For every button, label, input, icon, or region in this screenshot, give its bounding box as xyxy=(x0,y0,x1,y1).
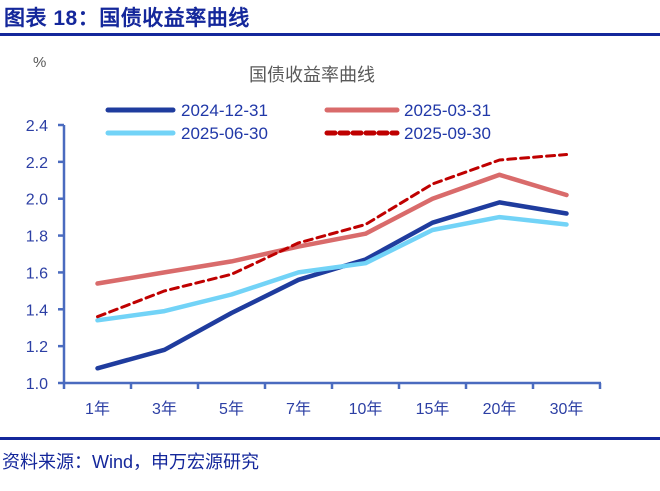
source-text: 资料来源：Wind，申万宏源研究 xyxy=(2,452,260,472)
y-axis-unit-label: % xyxy=(33,54,46,71)
x-tick-label: 20年 xyxy=(483,400,517,418)
y-tick-label: 2.0 xyxy=(26,192,48,209)
series-line-2025-09-30 xyxy=(96,153,568,319)
y-tick-label: 1.4 xyxy=(26,302,48,319)
series-line-2025-06-30 xyxy=(95,214,569,323)
x-tick-label: 5年 xyxy=(219,400,244,418)
y-tick-label: 2.4 xyxy=(26,118,48,135)
legend-label: 2025-09-30 xyxy=(404,124,491,143)
x-tick-label: 15年 xyxy=(416,400,450,418)
chart-title: 国债收益率曲线 xyxy=(249,65,375,85)
series-line-2025-03-31 xyxy=(95,172,569,286)
legend-label: 2024-12-31 xyxy=(181,101,268,120)
yield-curve-chart: % 国债收益率曲线 2024-12-31 2025-03-31 2025-06-30 20… xyxy=(26,54,602,418)
title-underline xyxy=(0,33,660,36)
x-tick-label: 10年 xyxy=(349,400,383,418)
series-line-2024-12-31 xyxy=(95,200,569,371)
legend-label: 2025-03-31 xyxy=(404,101,491,120)
y-tick-label: 1.8 xyxy=(26,229,48,246)
figure-title: 图表 18：国债收益率曲线 xyxy=(4,7,250,30)
y-tick-label: 1.2 xyxy=(26,339,48,356)
y-tick-label: 1.6 xyxy=(26,265,48,282)
legend-label: 2025-06-30 xyxy=(181,124,268,143)
x-tick-label: 7年 xyxy=(286,400,311,418)
axes xyxy=(62,125,601,385)
x-tick-label: 30年 xyxy=(550,400,584,418)
source-divider xyxy=(0,437,660,440)
y-tick-label: 1.0 xyxy=(26,376,48,393)
x-tick-label: 3年 xyxy=(152,400,177,418)
y-tick-label: 2.2 xyxy=(26,155,48,172)
x-tick-label: 1年 xyxy=(85,400,110,418)
